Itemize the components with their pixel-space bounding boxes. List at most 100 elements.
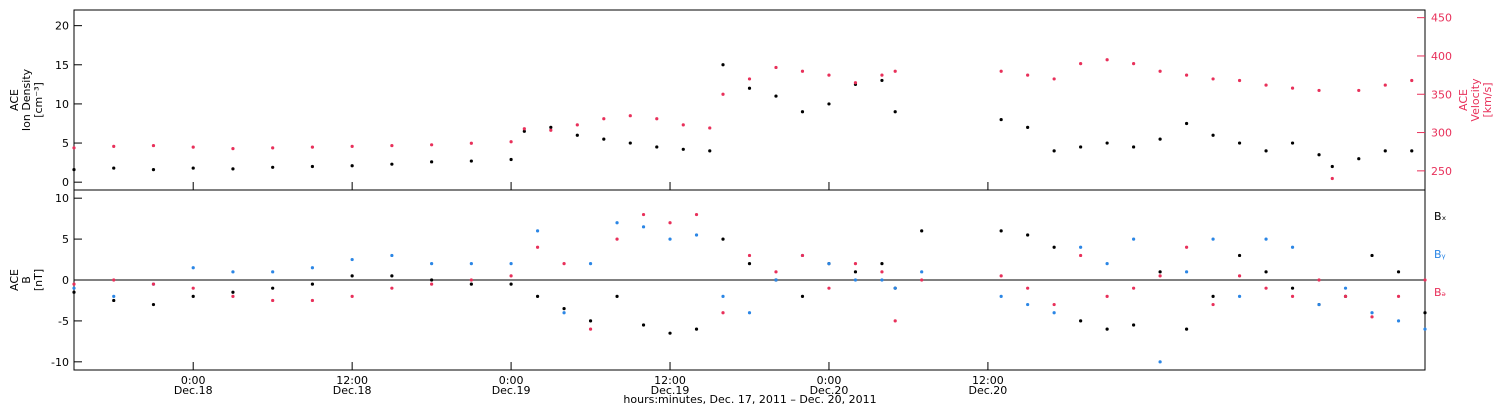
top-density-point-30	[1052, 149, 1056, 153]
top-velocity-point-21	[747, 77, 752, 81]
bottom-bx-point-13	[562, 307, 566, 311]
velocity-tick-label-250: 250	[1431, 165, 1452, 178]
top-ylabel-line-2: [cm⁻³]	[32, 82, 45, 118]
bottom-bz-point-19	[721, 311, 725, 315]
b-axis-label: ACEB[nT]	[8, 269, 45, 291]
bottom-bx-point-2	[151, 302, 156, 307]
bottom-by-point-34	[1158, 360, 1162, 364]
top-density-point-17	[655, 145, 659, 149]
bottom-bx-point-5	[271, 286, 275, 290]
bottom-bz-point-16	[641, 212, 646, 217]
bottom-by-point-37	[1237, 294, 1242, 298]
top-density-point-19	[708, 149, 712, 153]
bottom-bz-point-43	[1396, 294, 1401, 298]
top-density-point-4	[231, 167, 235, 171]
bottom-by-point-12	[535, 229, 540, 233]
top-density-point-2	[151, 168, 156, 172]
top-density-point-1	[112, 166, 116, 170]
x-tick-time-48: 0:00	[817, 374, 842, 387]
bottom-bx-point-33	[1132, 323, 1136, 327]
top-velocity-point-27	[893, 69, 897, 73]
top-y2label-line-2: [km/s]	[1481, 82, 1494, 117]
bottom-bx-point-6	[310, 282, 315, 286]
top-velocity-point-4	[231, 147, 235, 151]
bottom-bx-point-37	[1237, 253, 1242, 258]
x-axis-title: hours:minutes, Dec. 17, 2011 – Dec. 20, …	[623, 393, 876, 406]
bottom-by-point-1	[112, 294, 116, 298]
x-tick-date-36: Dec.19	[651, 384, 690, 397]
bottom-by-point-39	[1290, 245, 1295, 249]
bottom-bz-point-5	[271, 298, 275, 303]
legend: Bₓ Bᵧ Bₔ	[1434, 210, 1447, 299]
bottom-by-point-43	[1396, 319, 1401, 323]
top-velocity-point-34	[1158, 69, 1162, 73]
bottom-by-point-0	[72, 286, 76, 290]
top-density-point-26	[880, 78, 884, 83]
bottom-bx-point-30	[1052, 245, 1056, 249]
bottom-bx-point-24	[853, 270, 858, 274]
bottom-by-point-33	[1132, 237, 1136, 241]
x-axis: 0:00Dec.1812:00Dec.180:00Dec.1912:00Dec.…	[174, 182, 1007, 397]
bottom-bx-point-17	[668, 331, 672, 335]
velocity-axis-label: ACEVelocity[km/s]	[1457, 78, 1494, 122]
bottom-by-point-5	[271, 270, 275, 274]
top-density-point-33	[1132, 145, 1136, 149]
bottom-bx-point-12	[535, 294, 540, 298]
bottom-by-point-7	[350, 257, 354, 262]
top-density-point-14	[575, 133, 579, 137]
top-velocity-point-19	[708, 126, 712, 130]
density-axis-label: ACEIon Density[cm⁻³]	[8, 68, 45, 131]
top-velocity-point-25	[853, 81, 858, 85]
top-ylabel-line-1: Ion Density	[20, 68, 33, 131]
bottom-bz-point-30	[1052, 302, 1056, 307]
bottom-by-point-11	[509, 262, 513, 266]
bottom-by-point-27	[920, 270, 924, 274]
top-density-point-29	[1026, 125, 1030, 129]
top-density-point-8	[390, 162, 394, 166]
top-density-point-35	[1184, 121, 1189, 126]
bottom-bz-point-2	[151, 282, 156, 286]
density-tick-label-15: 15	[55, 59, 69, 72]
top-velocity-point-35	[1184, 73, 1189, 77]
top-velocity-point-2	[151, 143, 156, 148]
bottom-bz-point-27	[920, 278, 924, 282]
bottom-by-point-4	[231, 270, 235, 274]
legend-item-bz: Bₔ	[1434, 286, 1446, 299]
bottom-bx-point-4	[231, 290, 235, 294]
top-velocity-point-31	[1079, 62, 1083, 66]
top-density-point-43	[1383, 149, 1387, 153]
top-density-point-39	[1290, 141, 1295, 145]
b-axis: -10 -5 0 5 10	[51, 192, 82, 369]
top-density-point-0	[72, 168, 76, 172]
top-velocity-point-12	[522, 127, 526, 131]
top-density-point-23	[800, 110, 805, 114]
bottom-bz-point-39	[1290, 294, 1295, 298]
top-density-point-3	[191, 166, 195, 170]
bottom-by-point-44	[1423, 327, 1427, 331]
top-velocity-point-0	[72, 146, 76, 150]
top-data-points	[72, 58, 1414, 181]
bottom-bx-point-10	[469, 282, 473, 286]
top-velocity-point-13	[549, 128, 553, 132]
bottom-bx-point-22	[800, 294, 805, 298]
top-velocity-point-14	[575, 123, 579, 127]
x-tick-time-60: 12:00	[972, 374, 1004, 387]
top-velocity-point-30	[1052, 77, 1056, 81]
top-velocity-point-20	[721, 92, 725, 96]
top-density-point-6	[310, 164, 315, 169]
top-velocity-point-36	[1211, 77, 1215, 81]
bottom-by-point-24	[853, 278, 858, 282]
top-density-point-20	[721, 63, 725, 67]
top-density-point-12	[522, 129, 526, 133]
top-density-point-37	[1237, 141, 1242, 145]
b-tick-label-5: 5	[62, 233, 69, 246]
top-density-point-42	[1357, 157, 1361, 161]
bottom-by-point-30	[1052, 311, 1056, 315]
top-velocity-point-18	[681, 123, 685, 127]
top-density-point-13	[549, 125, 553, 129]
top-density-point-38	[1264, 149, 1268, 153]
bottom-by-point-29	[1026, 302, 1030, 307]
bottom-bx-point-42	[1370, 253, 1374, 258]
bottom-by-point-32	[1105, 262, 1109, 266]
bottom-panel: -10 -5 0 5 10 ACEB[nT] Bₓ Bᵧ Bₔ	[8, 189, 1447, 371]
